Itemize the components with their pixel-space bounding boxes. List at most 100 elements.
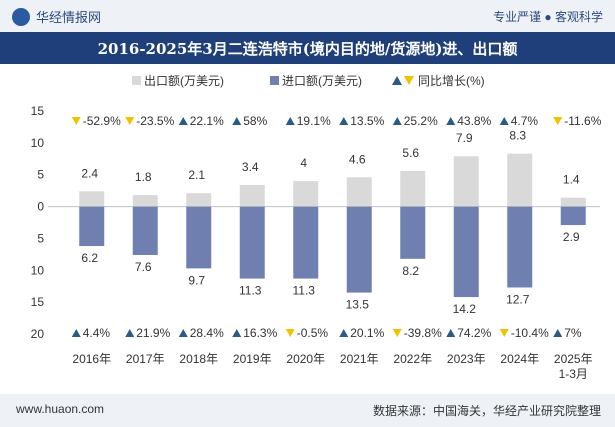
y-tick-label: 10	[31, 263, 45, 277]
x-category-label: 2018年	[179, 352, 218, 366]
brand-name: 华经情报网	[36, 10, 102, 25]
import-value-label: 9.7	[188, 273, 205, 287]
export-growth-label: 13.5%	[350, 114, 384, 128]
x-category-label-line: 2023年	[447, 352, 486, 366]
export-growth-down-icon	[71, 117, 81, 125]
x-category-label: 2021年	[340, 352, 379, 366]
import-bar	[239, 206, 265, 279]
x-category-label-line: 2019年	[233, 352, 272, 366]
x-category-label-line: 2020年	[286, 352, 325, 366]
y-tick-label: 5	[37, 231, 44, 245]
import-growth-label: 7%	[564, 326, 582, 340]
export-growth-label: -11.6%	[564, 114, 601, 128]
x-category-label: 2024年	[500, 352, 539, 366]
export-value-label: 1.8	[135, 170, 152, 184]
import-growth-label: 74.2%	[457, 326, 491, 340]
x-category-label-line: 1-3月	[559, 367, 588, 381]
export-growth-label: 43.8%	[457, 114, 491, 128]
x-category-label: 2022年	[393, 352, 432, 366]
data-source: 数据来源：中国海关，华经产业研究院整理	[372, 404, 601, 418]
bars	[79, 153, 586, 298]
x-category-label-line: 2025年	[554, 352, 593, 366]
import-value-label: 14.2	[453, 302, 477, 316]
chart-area: 出口额(万美元) 进口额(万美元) 同比增长(%) 15 10 5 0 5 10 15 20 2.…	[31, 74, 602, 381]
export-value-label: 1.4	[563, 173, 580, 187]
import-growth-up-icon	[339, 329, 349, 337]
x-category-label: 2020年	[286, 352, 325, 366]
export-bar	[507, 153, 533, 207]
import-value-label: 13.5	[346, 298, 370, 312]
export-growth-label: 25.2%	[404, 114, 438, 128]
import-value-label: 2.9	[563, 230, 580, 244]
legend-swatch-import	[270, 76, 279, 85]
export-growth-label: 4.7%	[511, 114, 539, 128]
export-bar	[346, 177, 372, 207]
title-bar	[0, 32, 615, 64]
import-bar	[346, 206, 372, 293]
export-bar	[453, 156, 479, 207]
import-growth-up-icon	[446, 329, 456, 337]
y-tick-label: 0	[37, 200, 44, 214]
data-labels: 2.4 6.2 1.8 7.6 2.1 9.7 3.4 11.3 4 11.3 4.6 13.5 5.6…	[81, 129, 580, 316]
import-growth-label: -39.8%	[404, 326, 442, 340]
footer-bar	[0, 394, 615, 427]
x-category-label: 2019年	[233, 352, 272, 366]
import-value-label: 6.2	[81, 251, 98, 265]
export-bar	[132, 195, 158, 207]
import-bar	[560, 206, 586, 226]
brand: 华经情报网	[12, 7, 101, 26]
y-tick-label: 15	[31, 295, 45, 309]
import-growth-up-icon	[553, 329, 563, 337]
import-growth-down-icon	[392, 329, 402, 337]
export-bar	[293, 181, 319, 207]
import-value-label: 8.2	[402, 264, 419, 278]
export-value-label: 2.1	[188, 168, 205, 182]
legend-swatch-export	[132, 76, 141, 85]
legend-label-import: 进口额(万美元)	[282, 74, 362, 88]
export-value-label: 4	[300, 156, 307, 170]
site-url: www.huaon.com	[16, 402, 105, 416]
export-value-label: 2.4	[81, 166, 98, 180]
x-category-label: 2016年	[72, 352, 111, 366]
export-growth-up-icon	[232, 117, 242, 125]
export-growth-up-icon	[178, 117, 188, 125]
export-growth-label: -52.9%	[83, 114, 121, 128]
export-growth-label: 19.1%	[297, 114, 331, 128]
legend-label-growth: 同比增长(%)	[418, 74, 485, 88]
tagline: 专业严谨 ● 客观科学	[493, 10, 603, 24]
export-growth-up-icon	[392, 117, 402, 125]
import-growth-label: -10.4%	[511, 326, 549, 340]
import-value-label: 11.3	[293, 284, 316, 298]
import-value-label: 7.6	[135, 260, 152, 274]
export-growth-up-icon	[339, 117, 349, 125]
import-growth-label: 20.1%	[350, 326, 384, 340]
export-value-label: 5.6	[402, 146, 419, 160]
import-growth-down-icon	[285, 329, 295, 337]
import-growth-up-icon	[232, 329, 242, 337]
x-category-label-line: 2016年	[72, 352, 111, 366]
y-tick-label: 5	[37, 168, 44, 182]
import-value-label: 11.3	[239, 284, 262, 298]
x-axis: 2016年 2017年 2018年 2019年 2020年 2021年 2022年 2023年…	[72, 352, 592, 381]
import-bar	[79, 206, 105, 247]
y-tick-label: 10	[31, 136, 45, 150]
chart-title: 2016-2025年3月二连浩特市(境内目的地/货源地)进、出口额	[97, 40, 518, 58]
x-category-label: 2023年	[447, 352, 486, 366]
export-growth-label: 58%	[243, 114, 267, 128]
import-growth-up-icon	[125, 329, 135, 337]
export-growth-down-icon	[553, 117, 563, 125]
import-bar	[453, 206, 479, 298]
export-bar	[186, 193, 212, 207]
x-category-label-line: 2018年	[179, 352, 218, 366]
import-growth-label: 28.4%	[190, 326, 224, 340]
export-bar	[400, 170, 426, 207]
import-bar	[132, 206, 158, 255]
export-value-label: 8.3	[509, 129, 526, 143]
export-value-label: 7.9	[456, 131, 473, 145]
growth-rows: -52.9% 4.4% -23.5% 21.9% 22.1% 28.4% 58% 16.3% 1…	[71, 114, 602, 340]
import-growth-label: 21.9%	[136, 326, 170, 340]
import-bar	[400, 206, 426, 259]
export-growth-up-icon	[446, 117, 456, 125]
x-category-label-line: 2021年	[340, 352, 379, 366]
